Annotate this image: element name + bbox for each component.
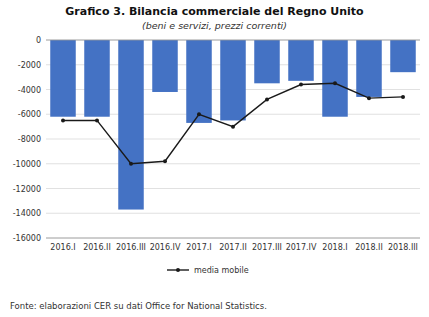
bar — [254, 40, 280, 83]
line-marker — [129, 162, 133, 166]
y-tick-label: -4000 — [18, 86, 41, 95]
bar — [186, 40, 212, 123]
subtitle: (beni e servizi, prezzi correnti) — [142, 20, 287, 31]
footnote: Fonte: elaborazioni CER su dati Office f… — [10, 301, 267, 311]
legend-marker — [176, 268, 180, 272]
grid — [46, 40, 420, 238]
x-tick-label: 2017.IV — [286, 243, 317, 252]
bar — [152, 40, 178, 92]
x-tick-label: 2016.III — [116, 243, 146, 252]
line-marker — [299, 83, 303, 87]
marks — [50, 40, 416, 210]
legend-label: media mobile — [194, 266, 249, 275]
x-tick-label: 2018.III — [388, 243, 418, 252]
x-tick-label: 2017.II — [219, 243, 247, 252]
bar — [390, 40, 416, 72]
line-marker — [163, 159, 167, 163]
line-marker — [367, 96, 371, 100]
y-tick-label: 0 — [36, 36, 41, 45]
legend: media mobile — [167, 266, 249, 275]
x-tick-label: 2016.I — [50, 243, 75, 252]
grid-line — [46, 188, 420, 189]
y-tick-label: -16000 — [13, 234, 41, 243]
grid-line — [46, 40, 420, 41]
x-tick-label: 2018.II — [355, 243, 383, 252]
x-tick-label: 2018.I — [322, 243, 347, 252]
line-marker — [265, 97, 269, 101]
chart-container: Grafico 3. Bilancia commerciale del Regn… — [0, 0, 429, 317]
bar — [118, 40, 144, 210]
x-tick-label: 2017.I — [186, 243, 211, 252]
bar — [84, 40, 110, 117]
x-tick-label: 2016.IV — [150, 243, 181, 252]
grid-line — [46, 163, 420, 164]
zero-line — [46, 40, 420, 41]
bar — [50, 40, 76, 117]
x-tick-label: 2017.III — [252, 243, 282, 252]
y-tick-label: -6000 — [18, 110, 41, 119]
grid-line — [46, 213, 420, 214]
y-tick-label: -10000 — [13, 160, 41, 169]
line-marker — [401, 95, 405, 99]
grid-line — [46, 139, 420, 140]
bar — [322, 40, 348, 117]
chart-svg: Grafico 3. Bilancia commerciale del Regn… — [0, 0, 429, 317]
line — [63, 83, 403, 163]
line-marker — [333, 81, 337, 85]
title: Grafico 3. Bilancia commerciale del Regn… — [65, 5, 364, 18]
bar — [356, 40, 382, 97]
grid-line — [46, 238, 420, 239]
x-axis-line — [46, 238, 420, 239]
y-tick-label: -14000 — [13, 209, 41, 218]
bar — [288, 40, 314, 81]
line-marker — [231, 125, 235, 129]
line-marker — [61, 118, 65, 122]
line-marker — [197, 112, 201, 116]
x-tick-label: 2016.II — [83, 243, 111, 252]
line-marker — [95, 118, 99, 122]
y-tick-label: -2000 — [18, 61, 41, 70]
bar — [220, 40, 246, 120]
y-tick-label: -8000 — [18, 135, 41, 144]
y-tick-label: -12000 — [13, 185, 41, 194]
